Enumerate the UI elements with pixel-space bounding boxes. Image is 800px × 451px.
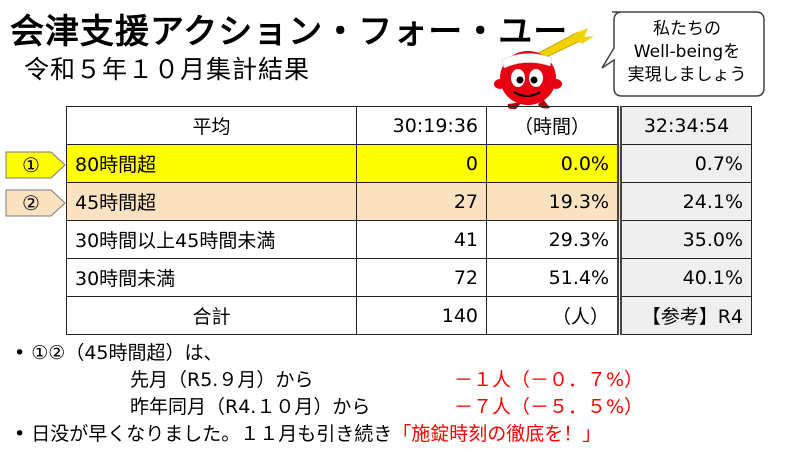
table-cell: 30時間未満 [66,258,357,297]
table-row: 80時間超 0 0.0% 0.7% [66,144,752,183]
marker-1-label: ① [22,153,40,177]
table-cell: 27 [356,182,487,221]
note-line-2: 先月（R5.９月）から [130,367,313,393]
note-text: 日没が早くなりました。１１月も引き続き [31,423,393,445]
speech-bubble [601,11,765,97]
table-cell: 24.1% [617,182,752,221]
table-cell: 140 [356,296,487,335]
table-cell: 合計 [66,296,357,335]
table-total-row: 合計 140 （人） 【参考】R4 [66,296,752,335]
table-cell: 35.0% [617,220,752,259]
table-cell: 30:19:36 [356,106,487,145]
page-subtitle: 令和５年１０月集計結果 [24,55,311,84]
marker-1: ① [5,151,66,179]
table-cell: （時間） [486,106,620,145]
bubble-text: 私たちの Well-beingを 実現しましょう [612,18,762,87]
bullet: • [14,342,26,364]
table-cell: 0.7% [617,144,752,183]
mascot-icon [494,28,594,110]
table-row: 45時間超 27 19.3% 24.1% [66,182,752,221]
marker-2: ② [5,189,66,217]
table-cell: （人） [486,296,620,335]
table-cell: 72 [356,258,487,297]
bubble-line: 実現しましょう [627,65,747,85]
table-row: 30時間以上45時間未満 41 29.3% 35.0% [66,220,752,259]
table-cell: 0.0% [486,144,620,183]
note-line-3: 昨年同月（R4.１０月）から [130,394,370,420]
note-value-3: －７人（－５．５%） [454,396,644,418]
page-title: 会津支援アクション・フォー・ユー [10,12,569,52]
bubble-line: Well-beingを [633,42,741,62]
table-cell: 40.1% [617,258,752,297]
note-line-1: • ①②（45時間超）は、 [14,340,223,366]
note-text: 昨年同月（R4.１０月）から [130,396,371,418]
table-cell: 19.3% [486,182,620,221]
table-cell: 32:34:54 [617,106,752,145]
table-cell: 0 [356,144,487,183]
table-cell: 41 [356,220,487,259]
note-line-4: • 日没が早くなりました。１１月も引き続き「施錠時刻の徹底を！」 [14,421,601,447]
marker-2-label: ② [22,191,40,215]
table-cell: 平均 [66,106,357,145]
table-cell: 29.3% [486,220,620,259]
note-emphasis: 「施錠時刻の徹底を！」 [392,423,602,445]
table-cell: 30時間以上45時間未満 [66,220,357,259]
table-cell: 80時間超 [66,144,357,183]
table-cell: 51.4% [486,258,620,297]
table-cell: 45時間超 [66,182,357,221]
note-text: 先月（R5.９月）から [130,369,314,391]
table-header-row: 平均 30:19:36 （時間） 32:34:54 [66,106,752,145]
note-value-2: －１人（－０．７%） [454,369,644,391]
bullet: • [14,423,26,445]
table-cell: 【参考】R4 [617,296,752,335]
table-row: 30時間未満 72 51.4% 40.1% [66,258,752,297]
bubble-line: 私たちの [653,19,721,39]
overtime-table: 平均 30:19:36 （時間） 32:34:54 80時間超 0 0.0% 0… [66,106,752,335]
note-text: ①②（45時間超）は、 [31,342,223,364]
